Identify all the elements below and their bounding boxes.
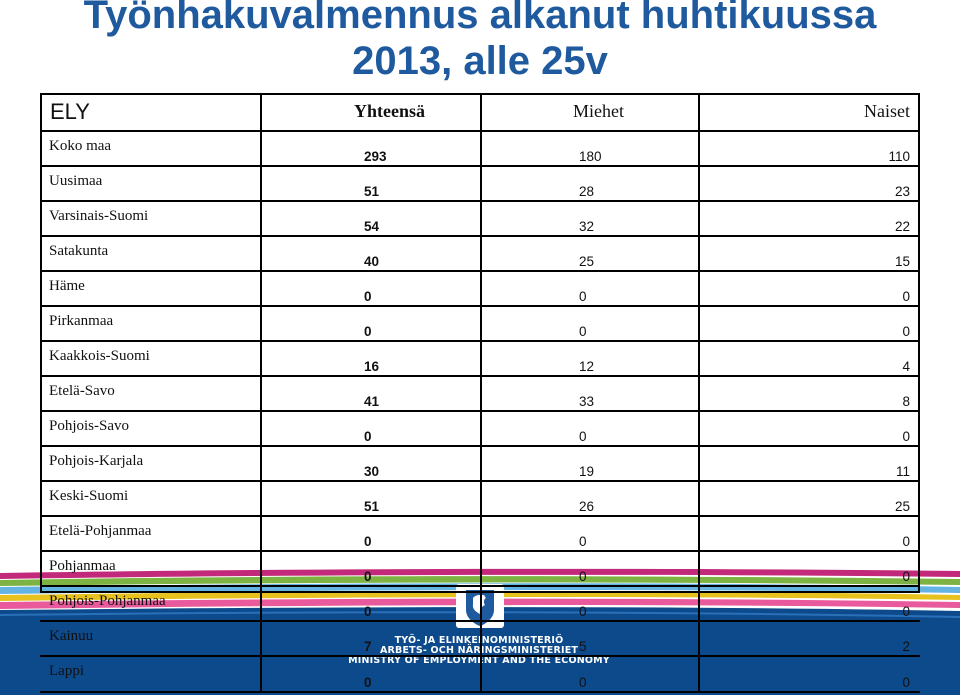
- total-cell: 0: [260, 516, 481, 552]
- men-cell: 33: [480, 376, 699, 412]
- total-cell: 51: [260, 481, 481, 517]
- men-cell: 0: [480, 551, 699, 587]
- table-row: Pohjanmaa 0 0 0: [40, 551, 920, 587]
- region-name-cell: Kainuu: [40, 621, 261, 657]
- women-cell: 11: [698, 446, 920, 482]
- total-cell: 40: [260, 236, 481, 272]
- region-name-cell: Kaakkois-Suomi: [40, 341, 261, 377]
- total-cell: 51: [260, 166, 481, 202]
- column-header-total: Yhteensä: [260, 93, 481, 132]
- men-cell: 25: [480, 236, 699, 272]
- men-cell: 0: [480, 411, 699, 447]
- table-body: Koko maa 293 180 110 Uusimaa 51 28 23 Varsinais-…: [40, 131, 920, 693]
- women-cell: 0: [698, 516, 920, 552]
- region-name-cell: Etelä-Savo: [40, 376, 261, 412]
- total-cell: 54: [260, 201, 481, 237]
- total-cell: 41: [260, 376, 481, 412]
- table-row: Etelä-Savo 41 33 8: [40, 376, 920, 412]
- total-cell: 0: [260, 551, 481, 587]
- total-cell: 7: [260, 621, 481, 657]
- women-cell: 0: [698, 586, 920, 622]
- women-cell: 0: [698, 271, 920, 307]
- region-name-cell: Pohjanmaa: [40, 551, 261, 587]
- table-row: Etelä-Pohjanmaa 0 0 0: [40, 516, 920, 552]
- region-name-cell: Etelä-Pohjanmaa: [40, 516, 261, 552]
- total-cell: 0: [260, 586, 481, 622]
- slide-title-line-2: 2013, alle 25v: [352, 39, 608, 83]
- region-name-cell: Lappi: [40, 656, 261, 693]
- women-cell: 0: [698, 306, 920, 342]
- region-name-cell: Satakunta: [40, 236, 261, 272]
- men-cell: 0: [480, 306, 699, 342]
- men-cell: 180: [480, 131, 699, 167]
- men-cell: 0: [480, 516, 699, 552]
- table-row: Satakunta 40 25 15: [40, 236, 920, 272]
- table-row: Häme 0 0 0: [40, 271, 920, 307]
- region-name-cell: Uusimaa: [40, 166, 261, 202]
- region-name-cell: Pohjois-Savo: [40, 411, 261, 447]
- table-row: Pohjois-Pohjanmaa 0 0 0: [40, 586, 920, 622]
- women-cell: 2: [698, 621, 920, 657]
- region-name-cell: Keski-Suomi: [40, 481, 261, 517]
- total-cell: 0: [260, 271, 481, 307]
- region-name-cell: Pohjois-Pohjanmaa: [40, 586, 261, 622]
- table-row: Pohjois-Savo 0 0 0: [40, 411, 920, 447]
- table-row: Kainuu 7 5 2: [40, 621, 920, 657]
- table-row: Lappi 0 0 0: [40, 656, 920, 693]
- women-cell: 22: [698, 201, 920, 237]
- women-cell: 4: [698, 341, 920, 377]
- column-header-men: Miehet: [480, 93, 699, 132]
- total-cell: 0: [260, 411, 481, 447]
- table-row: Pirkanmaa 0 0 0: [40, 306, 920, 342]
- column-header-women: Naiset: [698, 93, 920, 132]
- men-cell: 0: [480, 656, 699, 693]
- table-row: Pohjois-Karjala 30 19 11: [40, 446, 920, 482]
- ely-statistics-table: ELY Yhteensä Miehet Naiset Koko maa 293 18…: [40, 93, 920, 693]
- column-header-ely: ELY: [40, 93, 261, 132]
- table-row: Varsinais-Suomi 54 32 22: [40, 201, 920, 237]
- region-name-cell: Häme: [40, 271, 261, 307]
- table-header-row: ELY Yhteensä Miehet Naiset: [40, 93, 920, 132]
- men-cell: 0: [480, 271, 699, 307]
- women-cell: 8: [698, 376, 920, 412]
- men-cell: 0: [480, 586, 699, 622]
- women-cell: 0: [698, 656, 920, 693]
- total-cell: 16: [260, 341, 481, 377]
- table-row: Keski-Suomi 51 26 25: [40, 481, 920, 517]
- women-cell: 0: [698, 551, 920, 587]
- men-cell: 26: [480, 481, 699, 517]
- total-cell: 293: [260, 131, 481, 167]
- women-cell: 110: [698, 131, 920, 167]
- men-cell: 32: [480, 201, 699, 237]
- women-cell: 15: [698, 236, 920, 272]
- men-cell: 12: [480, 341, 699, 377]
- region-name-cell: Koko maa: [40, 131, 261, 167]
- total-cell: 30: [260, 446, 481, 482]
- women-cell: 25: [698, 481, 920, 517]
- slide-title-line-1: Työnhakuvalmennus alkanut huhtikuussa: [83, 0, 877, 37]
- total-cell: 0: [260, 306, 481, 342]
- total-cell: 0: [260, 656, 481, 693]
- region-name-cell: Varsinais-Suomi: [40, 201, 261, 237]
- region-name-cell: Pohjois-Karjala: [40, 446, 261, 482]
- table-row: Kaakkois-Suomi 16 12 4: [40, 341, 920, 377]
- women-cell: 23: [698, 166, 920, 202]
- men-cell: 28: [480, 166, 699, 202]
- men-cell: 5: [480, 621, 699, 657]
- women-cell: 0: [698, 411, 920, 447]
- men-cell: 19: [480, 446, 699, 482]
- region-name-cell: Pirkanmaa: [40, 306, 261, 342]
- table-row: Uusimaa 51 28 23: [40, 166, 920, 202]
- table-row: Koko maa 293 180 110: [40, 131, 920, 167]
